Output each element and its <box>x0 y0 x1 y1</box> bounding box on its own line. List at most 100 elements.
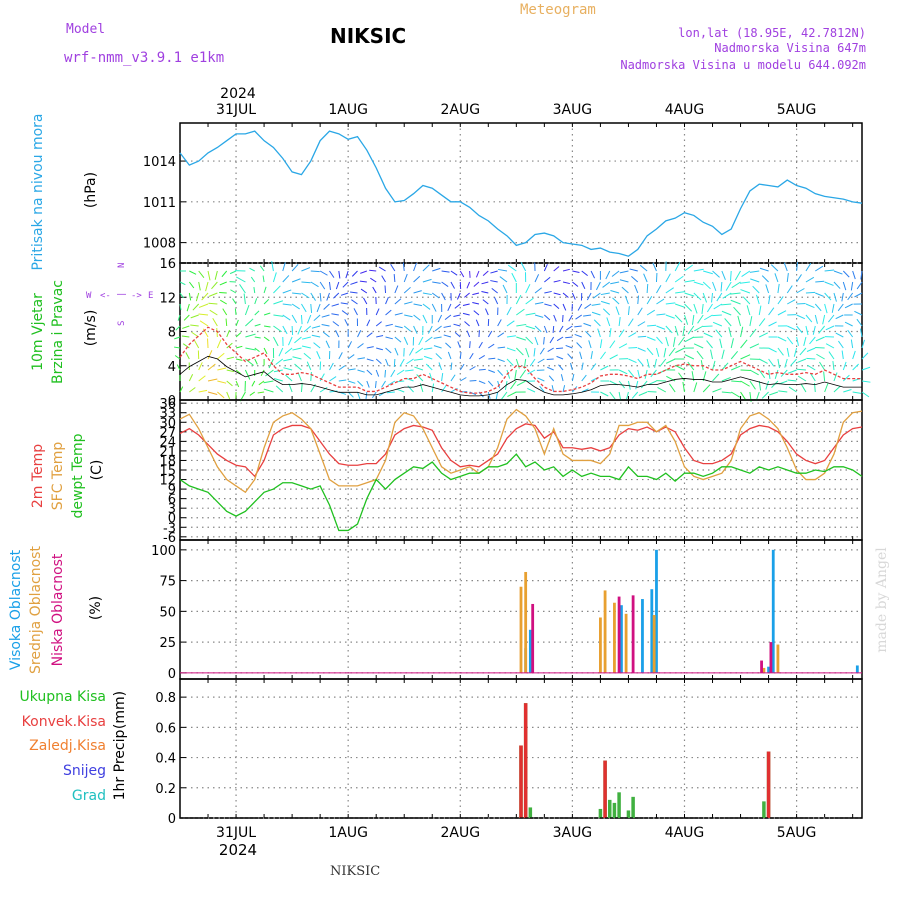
wind-vector <box>731 380 742 383</box>
wind-vector <box>657 386 667 393</box>
wind-vector <box>693 343 704 349</box>
precip_total-bar <box>608 799 612 818</box>
top-day-label: 31JUL <box>216 102 256 118</box>
wind-vector <box>684 336 695 343</box>
wind-vector <box>245 333 256 338</box>
precip-legend-freezing: Zaledj.Kisa <box>29 738 106 754</box>
wind-vector <box>576 342 583 349</box>
wind-vector <box>301 292 310 299</box>
wind-vector <box>390 369 396 378</box>
wind-vector <box>198 389 208 393</box>
wind-vector <box>581 362 584 371</box>
wind-vector <box>272 272 277 283</box>
wind-vector <box>263 347 268 355</box>
wind-vector <box>422 303 431 310</box>
wind-vector <box>306 361 312 371</box>
wind-vector <box>769 391 779 396</box>
wind-vector <box>749 380 756 390</box>
wind-vector <box>712 321 723 327</box>
wind-vector <box>814 303 822 312</box>
wind-vector <box>803 336 807 347</box>
wind-vector <box>665 287 674 294</box>
wind-vector <box>217 352 225 360</box>
wind-vector <box>656 284 662 294</box>
top-day-label: 2AUG <box>440 102 480 118</box>
wind-vector <box>211 281 218 290</box>
wind-vector <box>777 336 787 342</box>
wind-vector <box>226 369 235 373</box>
wind-vector <box>815 336 825 342</box>
clouds-ytick-label: 25 <box>159 636 176 651</box>
wind-vector <box>405 369 414 372</box>
wind-vector <box>602 281 611 288</box>
wind-vector <box>469 341 471 349</box>
wind-vector <box>678 372 685 382</box>
wind-vector <box>544 290 552 294</box>
temp-ylabel-2: SFC Temp <box>50 442 66 511</box>
wind-vector <box>562 385 566 393</box>
wind-vector <box>198 362 203 371</box>
wind-vector <box>833 292 837 302</box>
temperature-ytick-label: 18 <box>159 454 176 469</box>
wind-vector <box>254 323 261 327</box>
wind-vector <box>316 351 321 360</box>
wind-vector <box>366 346 374 349</box>
wind-vector <box>553 266 560 272</box>
wind-vector <box>600 391 609 397</box>
wind-vector <box>291 263 299 272</box>
wind-vector <box>301 336 311 340</box>
wind-vector <box>665 336 669 347</box>
wind-vector <box>581 388 589 393</box>
wind-vector <box>478 380 486 385</box>
wind-vector <box>687 325 695 335</box>
wind-vector <box>628 332 637 338</box>
precipitation-ytick-label: 0 <box>168 812 176 827</box>
wind-vector <box>543 325 548 334</box>
wind-vector <box>331 313 339 316</box>
wind-vector <box>740 289 751 294</box>
wind-vector <box>796 274 802 283</box>
wind-vector <box>805 291 816 294</box>
wind-vector <box>684 314 689 325</box>
wind-vector <box>249 391 256 396</box>
wind-vector <box>245 358 254 366</box>
wind-ylabel-1: 10m Vjetar <box>30 293 46 371</box>
wind-vector <box>472 292 480 296</box>
compass-right-arrow: -> <box>131 291 142 301</box>
wind-vector <box>275 385 284 393</box>
wind-vector <box>618 317 621 327</box>
wind-vector <box>497 319 502 327</box>
wind-vector <box>282 325 288 335</box>
wind-vector <box>730 299 741 305</box>
wind-vector <box>321 314 330 318</box>
wind-vector <box>639 264 648 272</box>
wind-vector <box>847 292 854 301</box>
wind-vector <box>345 270 349 279</box>
wind-vector <box>818 325 826 334</box>
wind-vector <box>335 330 340 338</box>
wind-vector <box>716 292 723 302</box>
wind-vector <box>338 270 341 279</box>
wind-vector <box>221 270 228 278</box>
wind-vector <box>217 380 227 384</box>
wind-vector <box>253 286 256 294</box>
wind-vector <box>497 380 501 389</box>
wind-vector <box>335 281 340 290</box>
wind-vector <box>854 292 863 298</box>
wind-vector <box>647 324 657 327</box>
wind-vector <box>551 385 555 393</box>
wind-vector <box>856 281 863 290</box>
wind-vector <box>674 261 681 272</box>
wind-vector <box>556 355 564 360</box>
wind-vector <box>282 289 292 294</box>
wind-vector <box>643 273 648 283</box>
wind-vector <box>469 391 477 396</box>
cloud_high-bar <box>855 665 859 673</box>
wind-vector <box>235 345 243 349</box>
cloud-unit: (%) <box>88 596 104 620</box>
wind-vector <box>581 374 587 382</box>
wind-vector <box>720 281 723 292</box>
compass-east: E <box>148 291 153 301</box>
wind-vector <box>407 385 414 393</box>
wind-vector <box>740 339 748 349</box>
